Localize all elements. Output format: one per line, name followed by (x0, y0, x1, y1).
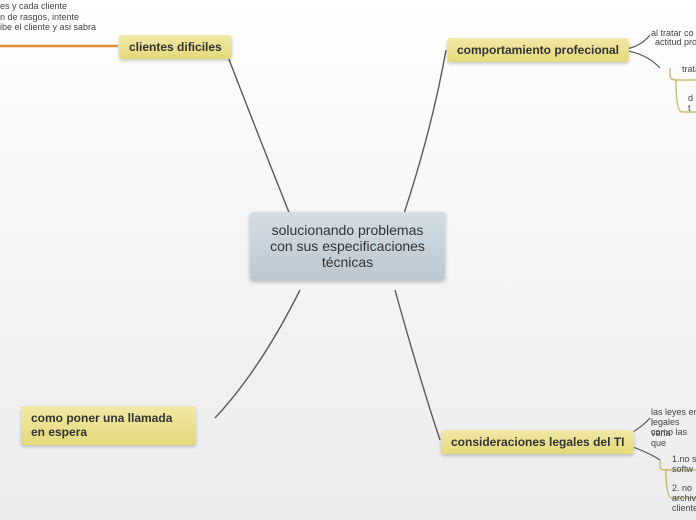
branch-comportamiento-profecional[interactable]: comportamiento profecional (447, 38, 629, 62)
branch-consideraciones-legales[interactable]: consideraciones legales del TI (441, 430, 634, 454)
annotation-text: como las que (651, 427, 696, 449)
annotation-text: softw (672, 464, 696, 475)
annotation-text: t (688, 103, 696, 114)
central-topic-label: solucionando problemas con sus especific… (270, 222, 425, 270)
branch-label: consideraciones legales del TI (451, 435, 624, 449)
annotation-text: trata (682, 64, 696, 75)
annotation-text: actitud prof (655, 37, 696, 48)
branch-como-poner-llamada[interactable]: como poner una llamada en espera (21, 406, 196, 445)
branch-label: clientes dificiles (129, 40, 222, 54)
annotation-text: ibe el cliente y asi sabra (0, 22, 150, 33)
branch-label: comportamiento profecional (457, 43, 619, 57)
annotation-text: cliente (672, 503, 696, 514)
branch-label: como poner una llamada en espera (31, 411, 172, 439)
central-topic[interactable]: solucionando problemas con sus especific… (250, 212, 445, 280)
branch-clientes-dificiles[interactable]: clientes dificiles (119, 35, 232, 59)
annotation-text: es y cada cliente (0, 1, 150, 12)
